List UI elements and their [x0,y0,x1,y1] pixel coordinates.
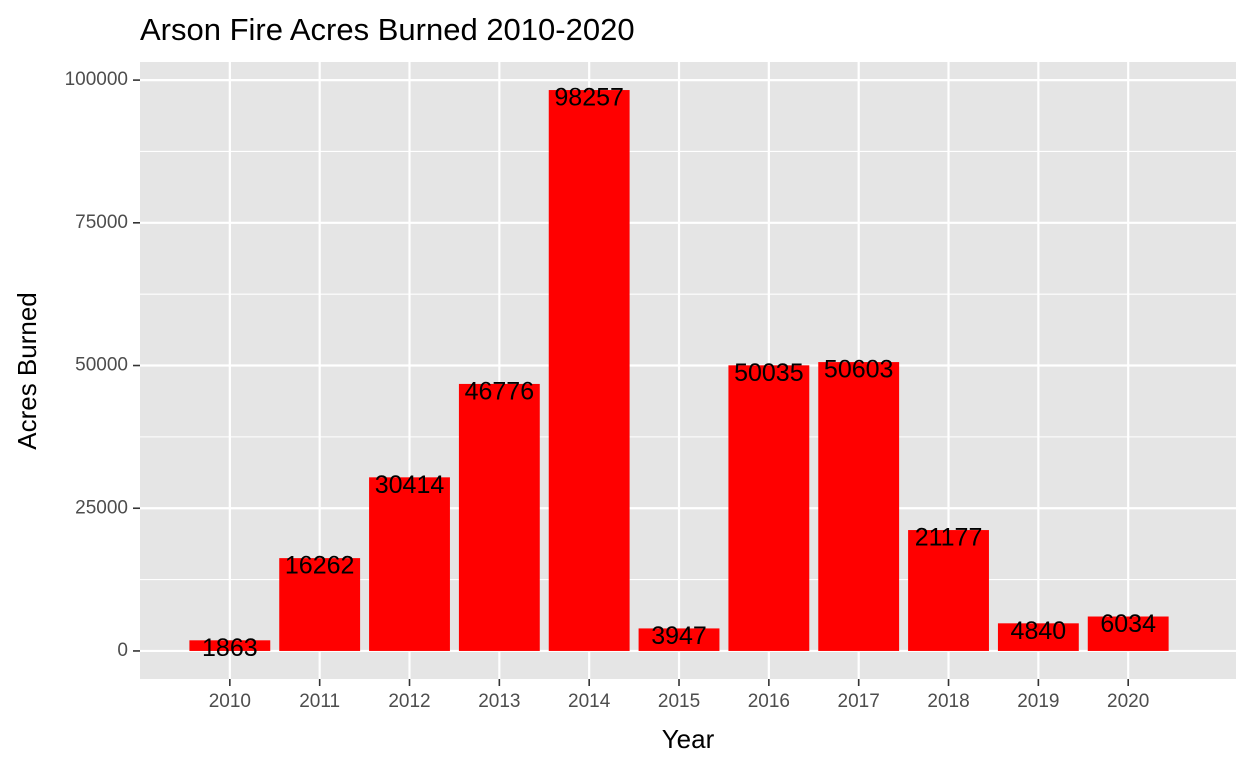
bar-2013 [458,383,540,651]
bar-2010 [189,640,271,651]
x-tick-label-2015: 2015 [658,691,700,712]
bar-2015 [638,628,720,651]
y-tick-label: 50000 [75,355,128,376]
y-axis: 0 25000 50000 75000 100000 [65,69,140,661]
chart-title: Arson Fire Acres Burned 2010-2020 [140,12,635,47]
bar-2020 [1087,616,1169,651]
x-axis: 2010 2011 2012 2013 2014 2015 2016 2017 2018 2019… [209,679,1149,712]
data-label-2019: 4840 [1011,617,1067,645]
data-labels: 1863 16262 30414 46776 98257 3947 50035 50603 21… [202,84,1156,662]
data-label-2020: 6034 [1100,610,1156,638]
bar-2019 [997,623,1079,651]
bar-2017 [818,362,900,651]
y-tick-label: 0 [117,640,128,661]
y-tick-label: 25000 [75,497,128,518]
data-label-2011: 16262 [285,552,355,580]
bar-2014 [548,90,630,651]
x-axis-title: Year [662,724,715,754]
x-tick-label-2020: 2020 [1107,691,1149,712]
x-tick-label-2013: 2013 [478,691,520,712]
data-label-2017: 50603 [824,356,894,384]
data-label-2016: 50035 [734,359,804,387]
data-label-2010: 1863 [202,634,258,662]
bars [189,90,1169,651]
x-tick-label-2010: 2010 [209,691,251,712]
x-tick-label-2019: 2019 [1017,691,1059,712]
x-tick-label-2018: 2018 [927,691,969,712]
y-axis-title: Acres Burned [12,292,42,450]
data-label-2018: 21177 [915,524,983,552]
y-tick-label: 75000 [75,212,128,233]
y-tick-label: 100000 [65,69,128,90]
x-tick-label-2016: 2016 [748,691,790,712]
x-tick-label-2012: 2012 [388,691,430,712]
bar-2012 [369,477,450,651]
bar-2018 [908,530,989,651]
bar-2011 [279,558,361,651]
data-label-2013: 46776 [465,378,535,406]
data-label-2015: 3947 [651,622,707,650]
x-tick-label-2017: 2017 [838,691,880,712]
x-tick-label-2014: 2014 [568,691,611,712]
data-label-2014: 98257 [554,84,624,112]
data-label-2012: 30414 [375,471,445,499]
x-tick-label-2011: 2011 [299,691,340,712]
bar-2016 [728,365,810,651]
